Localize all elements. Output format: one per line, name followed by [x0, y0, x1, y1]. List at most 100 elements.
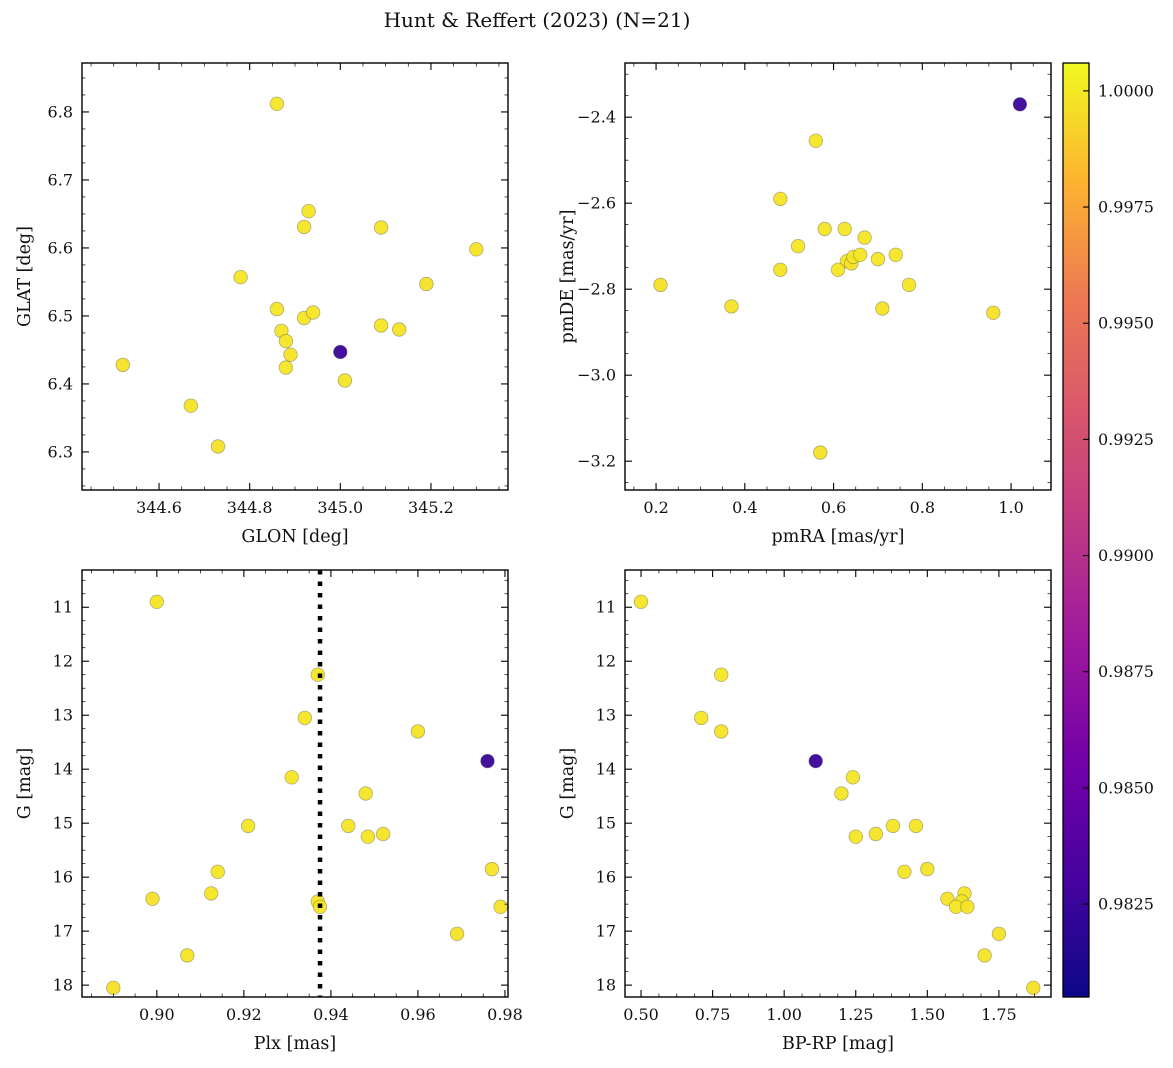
scatter-point: [714, 667, 729, 682]
x-tick-label: 0.98: [487, 1005, 523, 1024]
y-tick-label: 13: [53, 706, 73, 725]
y-tick-label: 11: [53, 598, 73, 617]
scatter-point: [284, 770, 299, 785]
scatter-point: [897, 864, 912, 880]
scatter-point: [296, 219, 312, 235]
x-tick-label: 0.94: [313, 1005, 349, 1024]
scatter-point: [834, 786, 849, 801]
points-layer: [653, 97, 1028, 460]
scatter-point: [358, 786, 373, 801]
scatter-point: [410, 724, 426, 739]
scatter-point: [868, 826, 884, 842]
y-axis-label: GLAT [deg]: [15, 226, 35, 327]
scatter-point: [341, 818, 356, 834]
y-tick-label: 6.4: [48, 374, 73, 393]
scatter-point: [875, 301, 890, 316]
plot-border: [81, 569, 509, 998]
points-layer: [633, 594, 1041, 996]
scatter-point: [653, 277, 668, 293]
scatter-point: [790, 238, 806, 254]
x-axis-label: BP-RP [mag]: [782, 1034, 894, 1054]
y-tick-label: 15: [53, 814, 73, 833]
scatter-panel-color-magnitude: 0.50 0.75 1.00 1.25 1.50 1.75 11 12 13 14 15 16 17 18…: [558, 569, 1052, 1054]
scatter-point: [901, 277, 917, 293]
x-tick-label: 0.92: [226, 1005, 262, 1024]
y-tick-label: 16: [53, 868, 73, 887]
y-tick-label: 14: [596, 760, 616, 779]
scatter-point: [375, 826, 391, 842]
y-tick-label: 17: [53, 922, 73, 941]
colorbar-tick-label: 0.9825: [1098, 895, 1154, 914]
scatter-point: [360, 829, 376, 844]
plot-border: [624, 62, 1052, 491]
colorbar-tick-label: 0.9875: [1098, 662, 1154, 681]
scatter-point: [991, 926, 1007, 942]
scatter-point: [210, 864, 226, 880]
scatter-point: [808, 753, 823, 769]
y-tick-label: 17: [596, 922, 616, 941]
scatter-point: [808, 133, 824, 149]
x-tick-label: 0.75: [695, 1005, 731, 1024]
scatter-point: [278, 360, 294, 375]
x-tick-label: 0.96: [400, 1005, 436, 1024]
y-tick-label: 14: [53, 760, 73, 779]
colorbar-tick-label: 0.9925: [1098, 430, 1154, 449]
y-tick-label: −2.6: [577, 194, 616, 213]
scatter-point: [183, 398, 199, 413]
scatter-point: [633, 594, 649, 610]
y-tick-label: 6.8: [48, 102, 73, 121]
y-axis-label: G [mag]: [15, 748, 35, 819]
scatter-point: [392, 322, 407, 337]
x-tick-label: 1.00: [766, 1005, 802, 1024]
x-tick-label: 1.50: [910, 1005, 946, 1024]
x-axis-label: pmRA [mas/yr]: [772, 527, 905, 547]
scatter-point: [337, 373, 353, 388]
scatter-point: [373, 220, 389, 235]
plot-border: [81, 62, 509, 491]
scatter-point: [203, 886, 219, 901]
y-tick-label: 11: [596, 598, 616, 617]
x-tick-label: 0.6: [821, 498, 846, 517]
x-tick-label: 0.2: [643, 498, 668, 517]
y-tick-label: 18: [596, 976, 616, 995]
scatter-point: [480, 753, 495, 769]
colorbar-tick-label: 0.9975: [1098, 198, 1154, 217]
x-tick-label: 1.25: [838, 1005, 874, 1024]
scatter-point: [773, 262, 788, 278]
scatter-point: [145, 891, 160, 907]
scatter-point: [940, 891, 955, 907]
scatter-point: [301, 203, 316, 219]
scatter-point: [1026, 980, 1041, 996]
scatter-point: [888, 247, 903, 263]
scatter-point: [333, 344, 348, 360]
scatter-point: [210, 439, 226, 454]
colorbar-tick-label: 0.9950: [1098, 314, 1154, 333]
x-axis-label: Plx [mas]: [254, 1034, 336, 1054]
y-tick-label: 6.7: [48, 170, 73, 189]
points-layer: [106, 594, 508, 996]
scatter-point: [694, 710, 709, 726]
figure-title: Hunt & Reffert (2023) (N=21): [383, 8, 691, 32]
scatter-point: [149, 594, 165, 610]
scatter-point: [908, 818, 924, 834]
scatter-point: [484, 861, 500, 877]
scatter-point: [848, 829, 864, 844]
y-tick-label: 12: [596, 652, 616, 671]
scatter-panel-parallax-magnitude: 0.90 0.92 0.94 0.96 0.98 11 12 13 14 15 16 17 18 Plx …: [15, 569, 523, 1054]
x-tick-label: 345.2: [408, 498, 454, 517]
colorbar: 1.0000 0.9975 0.9950 0.9925 0.9900 0.9875 0.98…: [1062, 62, 1154, 998]
x-tick-label: 0.8: [910, 498, 935, 517]
y-axis-label: G [mag]: [558, 748, 578, 819]
y-tick-label: 13: [596, 706, 616, 725]
colorbar-gradient: [1062, 62, 1090, 998]
scatter-point: [714, 724, 729, 739]
scatter-point: [106, 980, 121, 996]
y-tick-label: 15: [596, 814, 616, 833]
y-tick-label: −2.8: [577, 280, 616, 299]
x-tick-label: 1.0: [998, 498, 1023, 517]
y-tick-label: 6.5: [48, 306, 73, 325]
scatter-point: [773, 191, 788, 207]
y-tick-label: −2.4: [577, 108, 616, 127]
colorbar-tick-label: 0.9850: [1098, 778, 1154, 797]
